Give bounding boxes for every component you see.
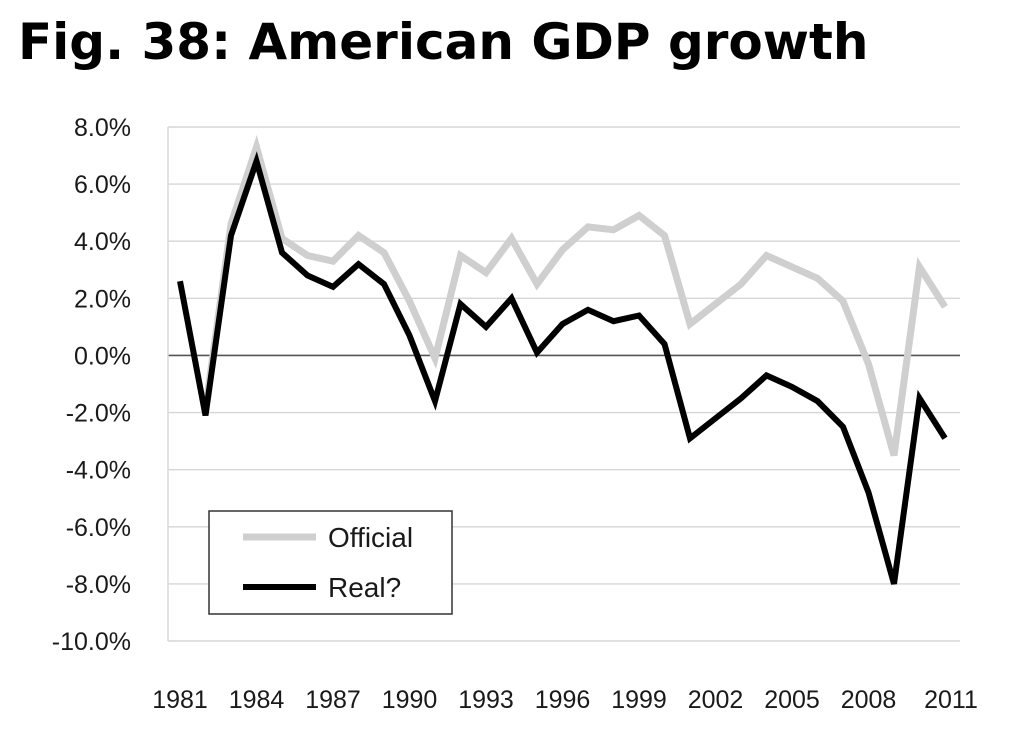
y-tick-label: -10.0% [52,628,131,656]
chart-title: Fig. 38: American GDP growth [18,13,869,71]
legend-box [208,510,453,615]
x-tick-label: 1993 [458,686,514,714]
y-tick-label: 0.0% [74,342,131,370]
y-tick-label: -8.0% [66,571,131,599]
y-tick-label: -6.0% [66,514,131,542]
y-tick-label: -4.0% [66,457,131,485]
x-tick-label: 2008 [841,686,897,714]
x-tick-label: 2005 [764,686,820,714]
x-tick-label: 1990 [382,686,438,714]
x-tick-label: 1996 [535,686,591,714]
series-line-official [202,134,948,457]
series-lines [177,134,948,585]
legend-label-real: Real? [328,572,401,603]
x-tick-label: 1984 [229,686,285,714]
x-tick-label: 2002 [688,686,744,714]
y-tick-label: -2.0% [66,400,131,428]
y-tick-label: 8.0% [74,114,131,142]
legend: Official Real? [208,510,453,615]
x-tick-label: 1987 [305,686,361,714]
series-line-real [177,151,948,585]
y-tick-label: 2.0% [74,285,131,313]
y-tick-label: 4.0% [74,228,131,256]
x-tick-label: 2011 [924,686,978,714]
x-tick-label: 1999 [611,686,667,714]
x-tick-label: 1981 [152,686,208,714]
legend-label-official: Official [328,522,413,553]
y-tick-label: 6.0% [74,171,131,199]
y-axis-ticks: 8.0% 6.0% 4.0% 2.0% 0.0% -2.0% -4.0% -6.0% -8.0%… [52,114,131,656]
x-axis-ticks: 1981 1984 1987 1990 1993 1996 1999 2002 2005 2008… [152,686,978,714]
